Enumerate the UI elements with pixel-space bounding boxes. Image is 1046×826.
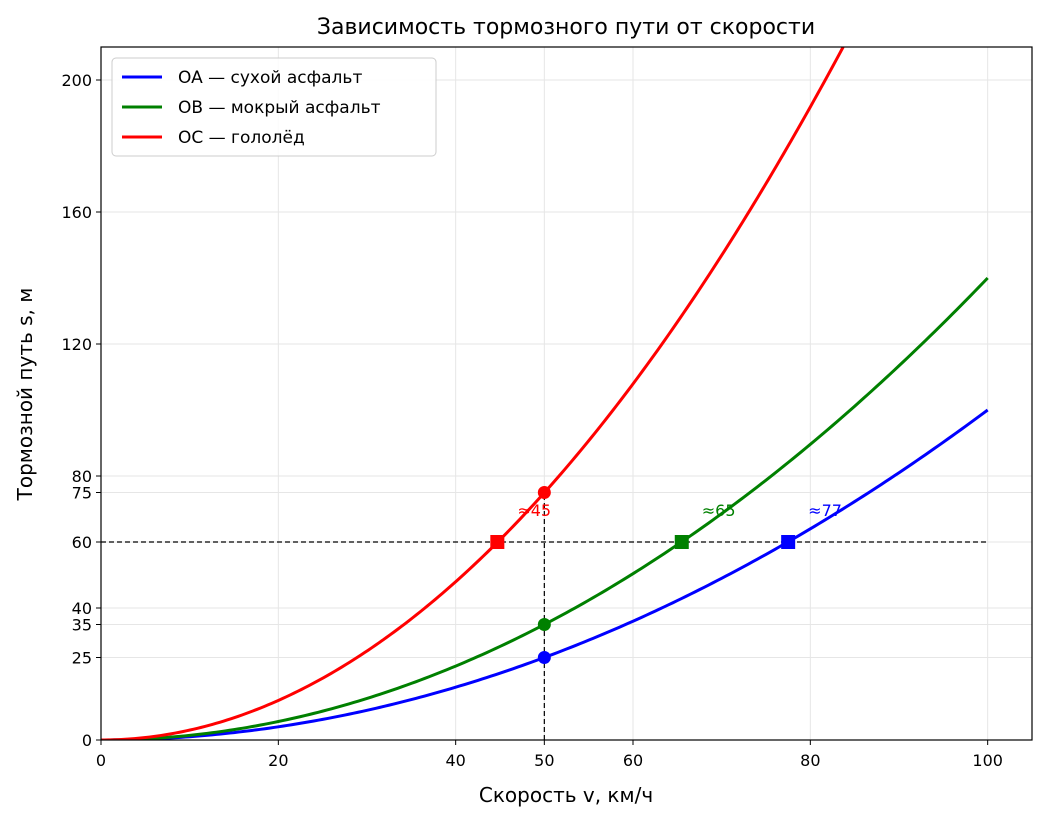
point-marker-circle [537, 618, 551, 631]
y-tick-label: 160 [61, 203, 92, 222]
y-tick-label: 25 [72, 649, 92, 668]
y-tick-label: 120 [61, 335, 92, 354]
y-tick-label: 35 [72, 616, 92, 635]
annotations: ≈45 ≈65 ≈77 [517, 501, 842, 520]
x-tick-label: 80 [800, 751, 820, 770]
x-tick-label: 0 [96, 751, 106, 770]
point-annotation: ≈77 [808, 501, 842, 520]
x-tick-label: 20 [268, 751, 288, 770]
x-tick-label: 50 [534, 751, 554, 770]
series-line-3 [101, 47, 845, 740]
legend-label: OA — сухой асфальт [178, 68, 362, 88]
chart-title: Зависимость тормозного пути от скорости [317, 15, 815, 40]
y-tick-label: 80 [72, 467, 92, 486]
markers [490, 486, 796, 664]
y-tick-label: 40 [72, 599, 92, 618]
legend-label: OC — гололёд [178, 128, 305, 148]
x-tick-label: 100 [972, 751, 1003, 770]
point-marker-square [490, 535, 505, 549]
point-annotation: ≈65 [702, 501, 736, 520]
x-tick-label: 40 [445, 751, 465, 770]
point-marker-square [781, 535, 796, 549]
point-marker-circle [537, 486, 551, 499]
x-axis-label: Скорость v, км/ч [479, 783, 653, 807]
reference-lines [101, 492, 988, 740]
y-tick-label: 60 [72, 533, 92, 552]
point-marker-square [674, 535, 689, 549]
x-tick-label: 60 [623, 751, 643, 770]
legend-box [111, 57, 437, 157]
legend-label: OB — мокрый асфальт [178, 98, 381, 118]
y-tick-label: 200 [61, 71, 92, 90]
y-tick-label: 75 [72, 484, 92, 503]
legend: OA — сухой асфальт OB — мокрый асфальт OC … [111, 57, 437, 157]
y-tick-label: 0 [82, 731, 92, 750]
point-marker-circle [537, 651, 551, 664]
point-annotation: ≈45 [517, 501, 551, 520]
plot-frame [100, 46, 1033, 741]
y-axis-label: Тормозной путь s, м [13, 288, 37, 502]
